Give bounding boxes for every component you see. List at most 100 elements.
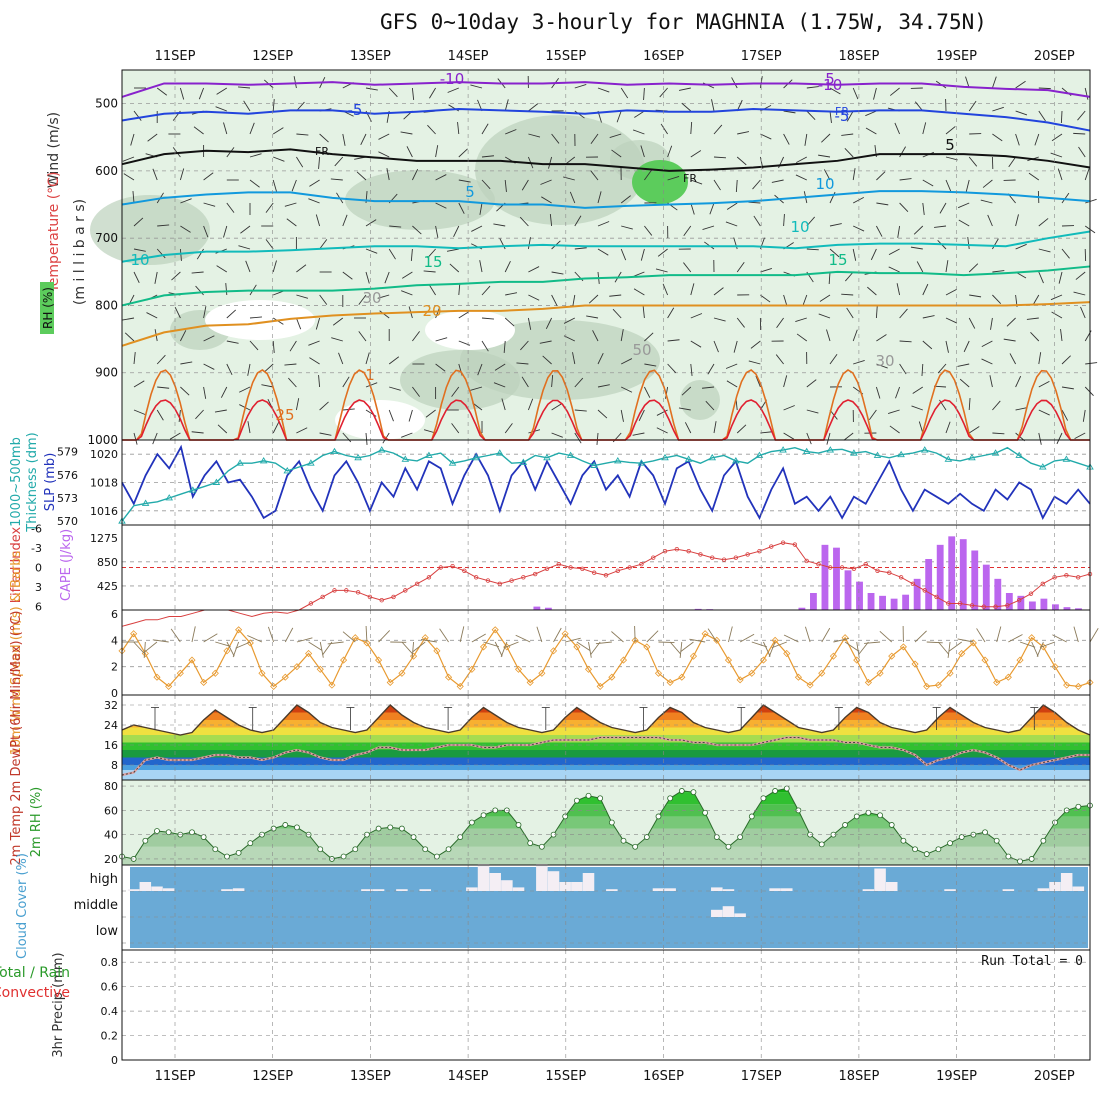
wind-barb (755, 375, 761, 388)
wind-barb (1038, 432, 1042, 445)
wind-barb (846, 110, 854, 122)
cloud-bar (477, 864, 490, 891)
wind-barb (968, 426, 980, 434)
contour-label: 30 (362, 289, 381, 307)
li-marker (627, 565, 632, 570)
wind-barb (1077, 110, 1086, 121)
wind-barb (736, 262, 745, 273)
wind-barb (922, 179, 934, 187)
wind-barb (895, 386, 901, 399)
wind10m-barb (669, 641, 681, 655)
cape-bar (1028, 601, 1036, 610)
wind-barb (621, 225, 633, 230)
li-marker (332, 588, 337, 593)
wind10m-barb (267, 626, 275, 643)
wind10m-barb (976, 628, 986, 643)
wind-barb (308, 340, 320, 346)
wind-barb (806, 216, 816, 227)
cloud-bar (1002, 889, 1015, 891)
wind-barb (342, 133, 346, 146)
rh-marker (982, 829, 988, 836)
wind-barb (852, 248, 857, 261)
day-label-top: 12SEP (252, 49, 293, 64)
cloud-bar (862, 889, 875, 891)
wind-barb (1015, 80, 1026, 89)
day-label-top: 18SEP (838, 49, 879, 64)
wind-barb (574, 377, 584, 388)
wind10m-marker (783, 649, 791, 658)
wind-barb (288, 377, 297, 388)
wind-barb (945, 340, 949, 353)
li-marker (320, 594, 325, 600)
wind-barb (499, 238, 506, 250)
wind10m-marker (188, 656, 196, 664)
contour-label: -10 (440, 70, 465, 88)
wind-barb (965, 179, 970, 192)
contour-label: FR (683, 172, 697, 185)
wind-barb (659, 87, 668, 98)
li-marker (1075, 575, 1081, 580)
wind10m-marker (375, 656, 383, 664)
wind-barb (760, 268, 773, 273)
rh-marker (760, 795, 767, 802)
day-label-top: 15SEP (545, 49, 586, 64)
wind-barb (873, 87, 877, 100)
slp-tick: 1016 (90, 505, 118, 518)
wind-barb (945, 156, 958, 161)
wind-barb (1015, 243, 1027, 250)
rh-marker (1040, 837, 1047, 844)
wind10m-barb (588, 641, 592, 658)
wind-barb (216, 87, 228, 95)
thickness-marker (165, 494, 174, 501)
wind-barb (911, 405, 923, 411)
rh-marker (643, 834, 650, 840)
wind-barb (563, 317, 576, 324)
wind-barb (702, 225, 715, 230)
day-label-bottom: 12SEP (252, 1069, 293, 1084)
wind-barb (220, 386, 228, 398)
wind-barb (992, 294, 1002, 304)
wind10m-barb (439, 628, 449, 643)
wind-barb (179, 330, 187, 342)
wind-barb (620, 329, 624, 342)
li-marker (698, 552, 703, 557)
contour-label: -5 (348, 101, 363, 119)
wind-barb (899, 308, 908, 319)
wind-barb (844, 271, 854, 282)
temp-band (122, 705, 1090, 713)
wind-barb (1075, 271, 1086, 280)
cape-tick: 1275 (90, 532, 118, 545)
wind-barb (123, 173, 135, 181)
wind-barb (597, 221, 610, 227)
cape-bar (798, 607, 806, 610)
wind-barb (551, 133, 560, 144)
rh-marker (538, 843, 545, 850)
wind-barb (551, 375, 554, 388)
wind-barb (569, 191, 576, 204)
cape-bar (694, 608, 702, 610)
wind-barb (597, 353, 604, 365)
run-total: Run Total = 0 (981, 954, 1083, 969)
wind-barb (806, 110, 816, 120)
wind10m-barb (500, 641, 508, 658)
wind-barb (247, 363, 251, 376)
wind-barb (504, 261, 511, 273)
wind-barb (1051, 133, 1063, 142)
wind-barb (667, 145, 673, 158)
cape-tick: 850 (97, 556, 118, 569)
wind10m-marker (923, 682, 931, 690)
wind-barb (406, 146, 413, 158)
wind-barb (226, 340, 239, 344)
wind-barb (1015, 407, 1028, 411)
li-marker (403, 588, 408, 593)
wind-barb (713, 287, 724, 296)
wind-barb (174, 307, 181, 319)
thickness-marker (968, 453, 976, 461)
wind-barb (265, 202, 274, 213)
wind-barb (889, 425, 900, 434)
wind-barb (309, 179, 320, 187)
wind-barb (243, 100, 251, 112)
wind-barb (733, 340, 738, 353)
wind-barb (945, 317, 958, 324)
wind-barb (247, 421, 251, 434)
